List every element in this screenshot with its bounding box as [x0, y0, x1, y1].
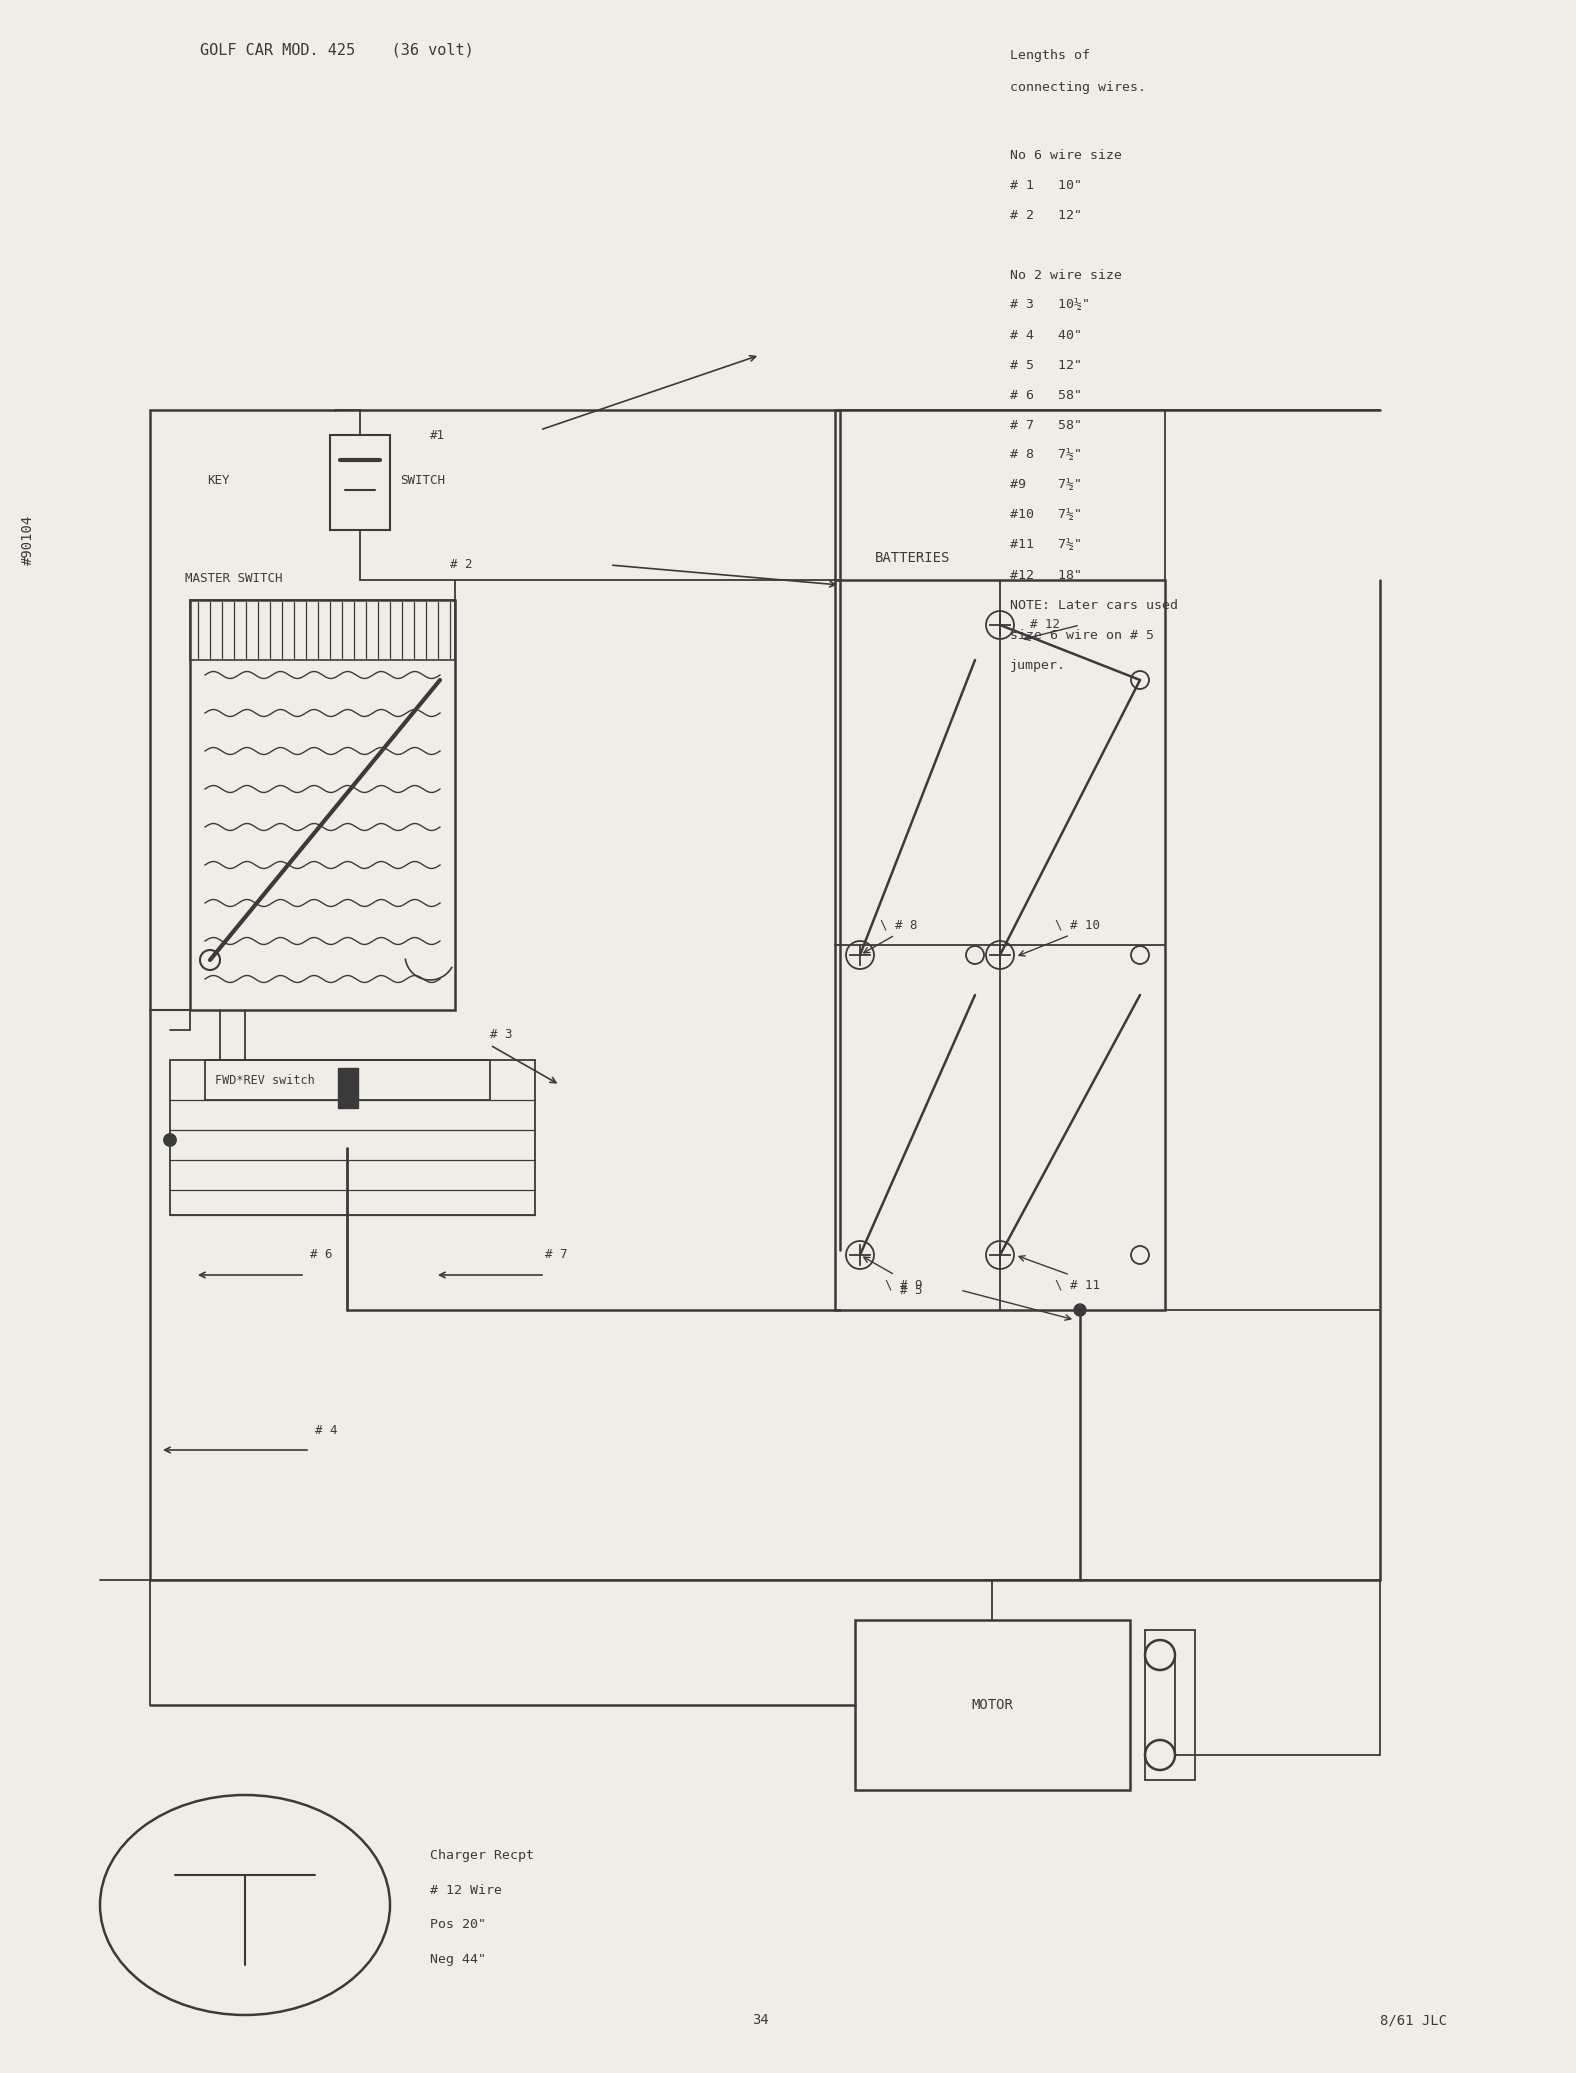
Text: # 4   40": # 4 40": [1010, 328, 1083, 342]
Text: #90104: #90104: [20, 514, 35, 566]
Text: FWD*REV switch: FWD*REV switch: [214, 1074, 315, 1086]
Text: # 3: # 3: [490, 1028, 512, 1041]
Text: KEY: KEY: [208, 473, 230, 487]
Bar: [856, 1619, 1130, 1789]
Text: # 8   7½": # 8 7½": [1010, 448, 1083, 462]
Text: connecting wires.: connecting wires.: [1010, 81, 1146, 93]
Text: size 6 wire on # 5: size 6 wire on # 5: [1010, 628, 1154, 641]
Text: Charger Recpt: Charger Recpt: [430, 1849, 534, 1862]
Text: 8/61 JLC: 8/61 JLC: [1381, 2013, 1447, 2027]
Bar: [191, 599, 455, 1010]
Text: # 2: # 2: [451, 558, 473, 572]
Text: # 2   12": # 2 12": [1010, 209, 1083, 222]
Circle shape: [1073, 1304, 1086, 1316]
Text: 34: 34: [752, 2013, 769, 2027]
Text: MASTER SWITCH: MASTER SWITCH: [184, 572, 282, 585]
Text: #1: #1: [430, 429, 444, 442]
Text: #9    7½": #9 7½": [1010, 479, 1083, 491]
Bar: [205, 1059, 490, 1101]
Text: # 12: # 12: [1031, 618, 1061, 632]
Text: \ # 8: \ # 8: [879, 918, 917, 931]
Text: jumper.: jumper.: [1010, 659, 1065, 672]
Text: # 6   58": # 6 58": [1010, 388, 1083, 402]
Text: Neg 44": Neg 44": [430, 1953, 485, 1967]
Bar: [170, 1059, 534, 1215]
Bar: [1146, 1629, 1195, 1781]
Text: # 5: # 5: [900, 1283, 922, 1296]
Text: NOTE: Later cars used: NOTE: Later cars used: [1010, 599, 1177, 612]
Text: No 2 wire size: No 2 wire size: [1010, 269, 1122, 282]
Text: GOLF CAR MOD. 425    (36 volt): GOLF CAR MOD. 425 (36 volt): [200, 44, 474, 58]
Text: # 7   58": # 7 58": [1010, 419, 1083, 431]
Bar: [835, 580, 1165, 1310]
Bar: [191, 599, 455, 659]
Bar: [337, 1068, 358, 1107]
Text: BATTERIES: BATTERIES: [875, 551, 950, 566]
Bar: [329, 435, 389, 531]
Text: \ # 10: \ # 10: [1054, 918, 1100, 931]
Text: # 1   10": # 1 10": [1010, 178, 1083, 191]
Text: SWITCH: SWITCH: [400, 473, 444, 487]
Text: # 6: # 6: [310, 1248, 333, 1262]
Text: Lengths of: Lengths of: [1010, 48, 1091, 62]
Text: # 4: # 4: [315, 1424, 337, 1437]
Text: No 6 wire size: No 6 wire size: [1010, 149, 1122, 162]
Text: #12   18": #12 18": [1010, 568, 1083, 583]
Text: #10   7½": #10 7½": [1010, 508, 1083, 522]
Text: # 12 Wire: # 12 Wire: [430, 1884, 503, 1897]
Text: # 3   10½": # 3 10½": [1010, 299, 1091, 311]
Text: MOTOR: MOTOR: [971, 1698, 1013, 1712]
Text: \ # 9: \ # 9: [886, 1279, 922, 1291]
Text: Pos 20": Pos 20": [430, 1918, 485, 1932]
Text: # 5   12": # 5 12": [1010, 359, 1083, 371]
Text: # 7: # 7: [545, 1248, 567, 1262]
Text: #11   7½": #11 7½": [1010, 539, 1083, 551]
Circle shape: [164, 1134, 177, 1146]
Text: \ # 11: \ # 11: [1054, 1279, 1100, 1291]
